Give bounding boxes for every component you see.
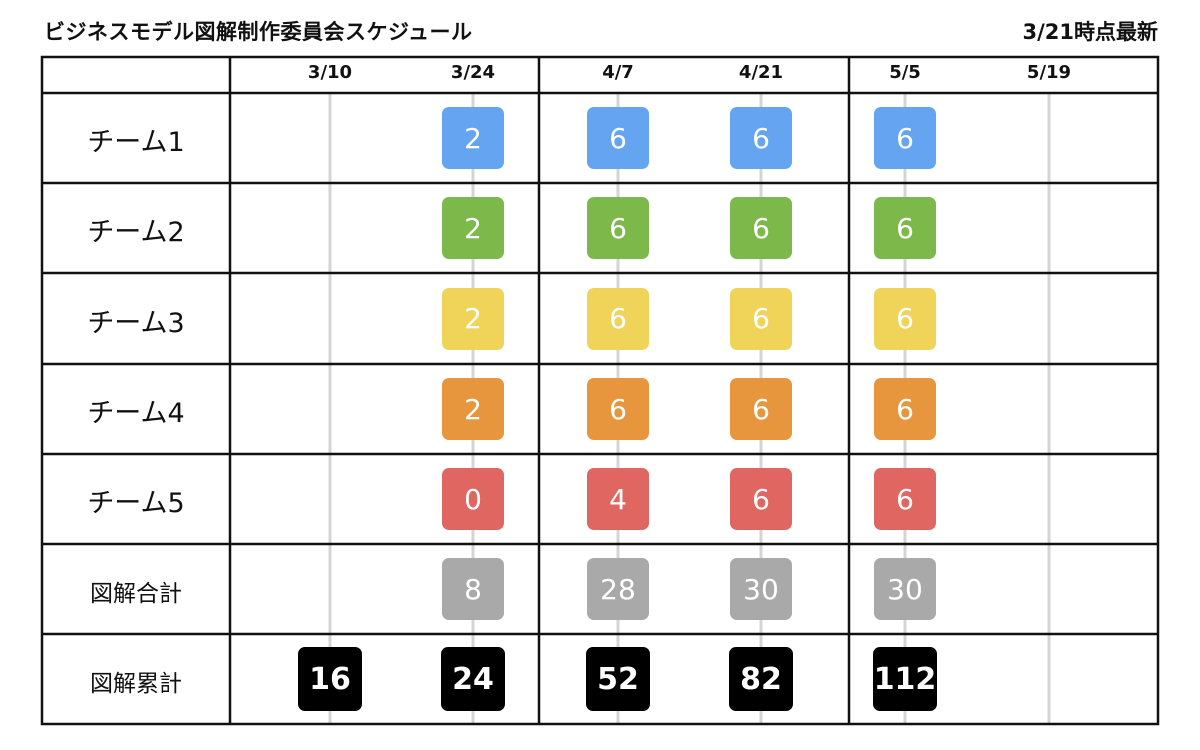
count-badge: 6	[730, 107, 792, 169]
count-badge: 30	[730, 558, 792, 620]
count-badge: 24	[441, 647, 505, 711]
date-header: 4/21	[738, 62, 784, 83]
count-badge: 6	[874, 468, 936, 530]
count-badge: 52	[586, 647, 650, 711]
count-badge: 6	[730, 287, 792, 350]
row-label: 図解累計	[90, 671, 182, 698]
updated-note: 3/21時点最新	[1022, 20, 1158, 44]
date-header: 3/10	[307, 62, 353, 83]
count-badge: 16	[298, 647, 362, 711]
count-badge: 6	[874, 197, 936, 259]
row-label: チーム2	[87, 217, 185, 249]
row-label: チーム3	[87, 307, 185, 339]
row-label: チーム5	[87, 488, 185, 520]
count-badge: 0	[442, 468, 504, 530]
count-badge: 6	[730, 197, 792, 259]
count-badge: 6	[874, 107, 936, 169]
count-badge: 6	[587, 378, 649, 440]
row-label: 図解合計	[90, 581, 182, 608]
date-header: 5/5	[889, 62, 921, 83]
count-badge: 6	[874, 378, 936, 440]
count-badge: 6	[730, 378, 792, 440]
count-badge: 30	[874, 558, 936, 620]
count-badge: 112	[873, 647, 937, 711]
count-badge: 2	[442, 197, 504, 259]
count-badge: 6	[730, 468, 792, 530]
count-badge: 6	[587, 287, 649, 350]
date-header: 3/24	[450, 62, 496, 83]
count-badge: 2	[442, 378, 504, 440]
count-badge: 8	[442, 558, 504, 620]
table-border	[40, 55, 1160, 726]
count-badge: 2	[442, 287, 504, 350]
date-header: 5/19	[1026, 62, 1072, 83]
page-title: ビジネスモデル図解制作委員会スケジュール	[44, 20, 473, 44]
row-label: チーム1	[87, 127, 185, 159]
count-badge: 6	[587, 107, 649, 169]
count-badge: 82	[729, 647, 793, 711]
count-badge: 4	[587, 468, 649, 530]
count-badge: 6	[874, 287, 936, 350]
date-header: 4/7	[602, 62, 634, 83]
count-badge: 2	[442, 107, 504, 169]
row-label: チーム4	[87, 398, 185, 430]
count-badge: 28	[587, 558, 649, 620]
count-badge: 6	[587, 197, 649, 259]
